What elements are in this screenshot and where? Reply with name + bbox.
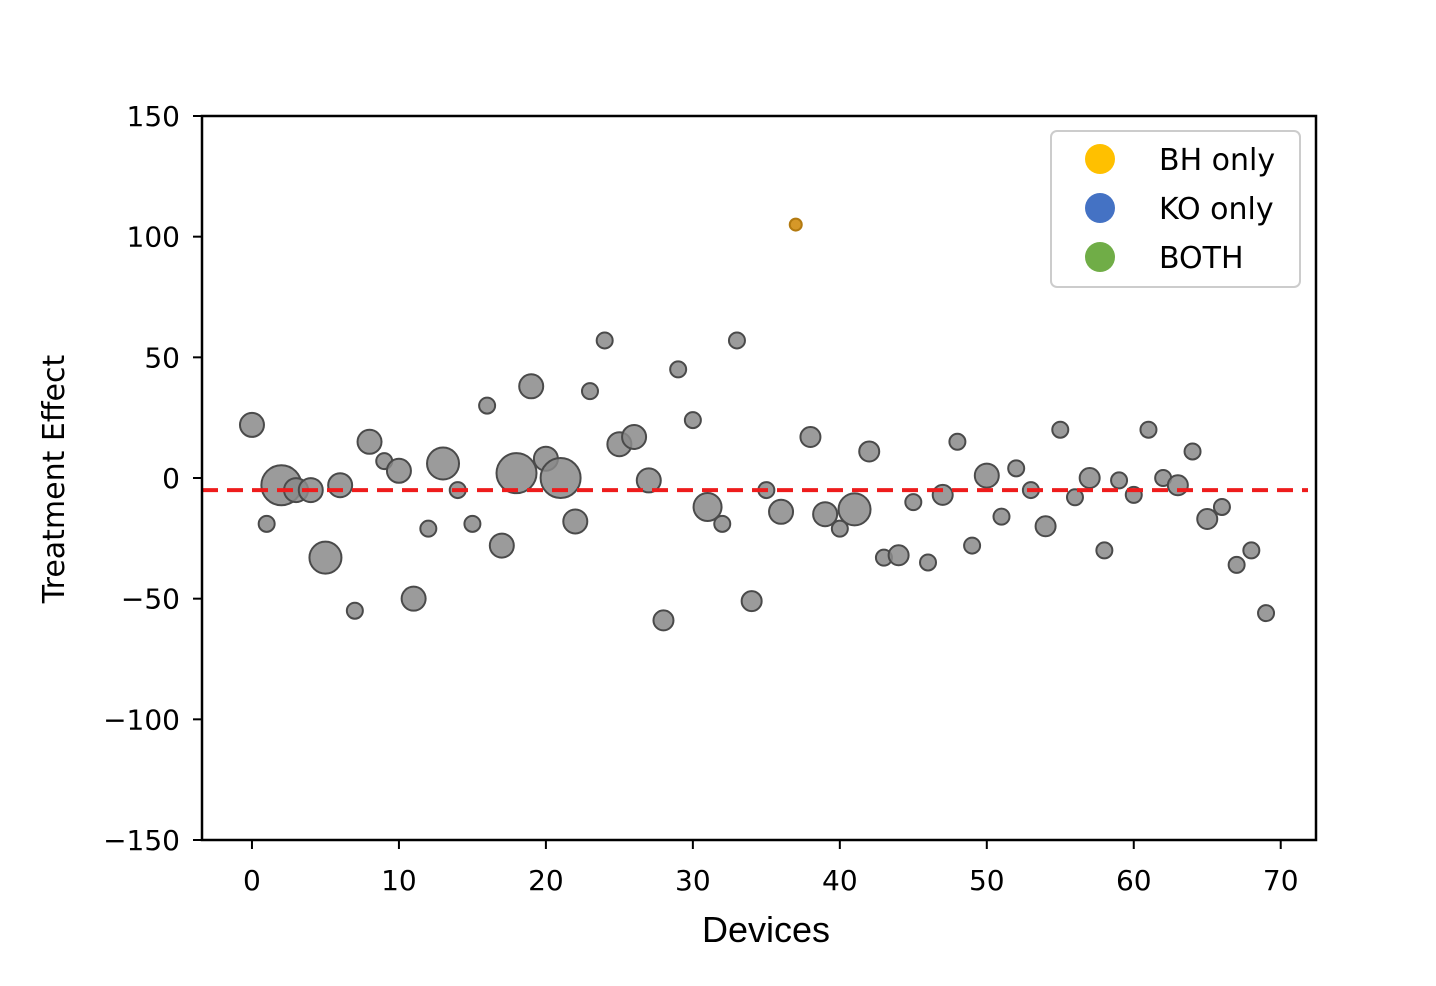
data-point-22 [562, 508, 589, 535]
data-point-46 [919, 553, 938, 572]
data-point-1 [257, 514, 276, 533]
data-point-56 [1065, 488, 1084, 507]
data-point-28 [652, 609, 675, 632]
data-point-6 [327, 472, 354, 499]
data-point-24 [595, 331, 614, 350]
data-point-39 [812, 501, 839, 528]
data-point-59 [1110, 471, 1129, 490]
x-tick-label: 10 [381, 864, 417, 897]
y-tick-label: 150 [127, 100, 180, 133]
data-point-63 [1166, 474, 1189, 497]
legend-marker-ko-only [1085, 193, 1115, 223]
data-point-65 [1196, 508, 1219, 531]
data-point-23 [580, 382, 599, 401]
data-point-48 [948, 432, 967, 451]
data-point-15 [463, 514, 482, 533]
legend-marker-both [1085, 242, 1115, 272]
legend-box [1050, 130, 1301, 288]
data-point-31 [692, 491, 723, 522]
data-point-13 [426, 446, 461, 481]
data-point-47 [931, 483, 954, 506]
data-point-17 [488, 532, 515, 559]
data-point-55 [1051, 420, 1070, 439]
data-point-36 [768, 498, 795, 525]
data-point-29 [669, 360, 688, 379]
data-point-45 [904, 493, 923, 512]
data-point-42 [858, 440, 881, 463]
data-point-27 [635, 467, 662, 494]
data-point-64 [1183, 442, 1202, 461]
y-tick-label: −100 [103, 703, 180, 736]
y-tick-label: −150 [103, 824, 180, 857]
points-layer [238, 217, 1276, 632]
data-point-40 [830, 519, 849, 538]
y-axis-label: Treatment Effect [37, 355, 72, 605]
y-tick-label: 50 [144, 341, 180, 374]
data-point-18 [495, 452, 538, 495]
x-tick-label: 20 [528, 864, 564, 897]
data-point-52 [1007, 459, 1026, 478]
data-point-49 [963, 536, 982, 555]
x-tick-label: 60 [1116, 864, 1152, 897]
data-point-21 [539, 457, 582, 499]
data-point-30 [683, 411, 702, 430]
x-axis-label: Devices [702, 909, 830, 950]
data-point-32 [713, 514, 732, 533]
data-point-68 [1242, 541, 1261, 560]
data-point-58 [1095, 541, 1114, 560]
data-point-38 [799, 425, 822, 448]
data-point-69 [1257, 604, 1276, 623]
legend-label-bh-only: BH only [1159, 143, 1275, 178]
data-point-67 [1227, 555, 1246, 574]
data-point-66 [1212, 497, 1231, 516]
data-point-34 [740, 590, 763, 613]
data-point-19 [518, 373, 545, 400]
data-point-7 [345, 601, 364, 620]
legend-label-both: BOTH [1159, 241, 1244, 276]
x-tick-label: 0 [243, 864, 261, 897]
data-point-51 [992, 507, 1011, 526]
x-tick-label: 40 [822, 864, 858, 897]
x-tick-label: 70 [1263, 864, 1299, 897]
y-axis: −150 −100 −50 0 50 100 150 [103, 100, 202, 857]
data-point-12 [419, 519, 438, 538]
data-point-5 [308, 540, 343, 575]
data-point-11 [400, 585, 427, 612]
data-point-0 [238, 411, 265, 438]
data-point-41 [837, 492, 872, 527]
data-point-50 [973, 462, 1000, 489]
data-point-16 [478, 396, 497, 415]
data-point-10 [385, 457, 412, 484]
x-tick-label: 30 [675, 864, 711, 897]
y-tick-label: −50 [121, 583, 180, 616]
data-point-26 [621, 423, 648, 450]
legend-marker-bh-only [1085, 144, 1115, 174]
data-point-54 [1034, 515, 1057, 538]
y-tick-label: 0 [162, 462, 180, 495]
plot-frame [200, 114, 1318, 842]
data-point-44 [887, 544, 910, 567]
data-point-61 [1139, 420, 1158, 439]
data-point-8 [356, 428, 383, 455]
x-tick-label: 50 [969, 864, 1005, 897]
data-point-37 [788, 217, 803, 232]
legend-label-ko-only: KO only [1159, 192, 1274, 227]
data-point-57 [1078, 467, 1101, 489]
y-tick-label: 100 [127, 221, 180, 254]
data-point-33 [727, 331, 746, 350]
x-axis: 0 10 20 30 40 50 60 70 [243, 840, 1299, 897]
legend: BH only KO only BOTH [1050, 130, 1301, 288]
